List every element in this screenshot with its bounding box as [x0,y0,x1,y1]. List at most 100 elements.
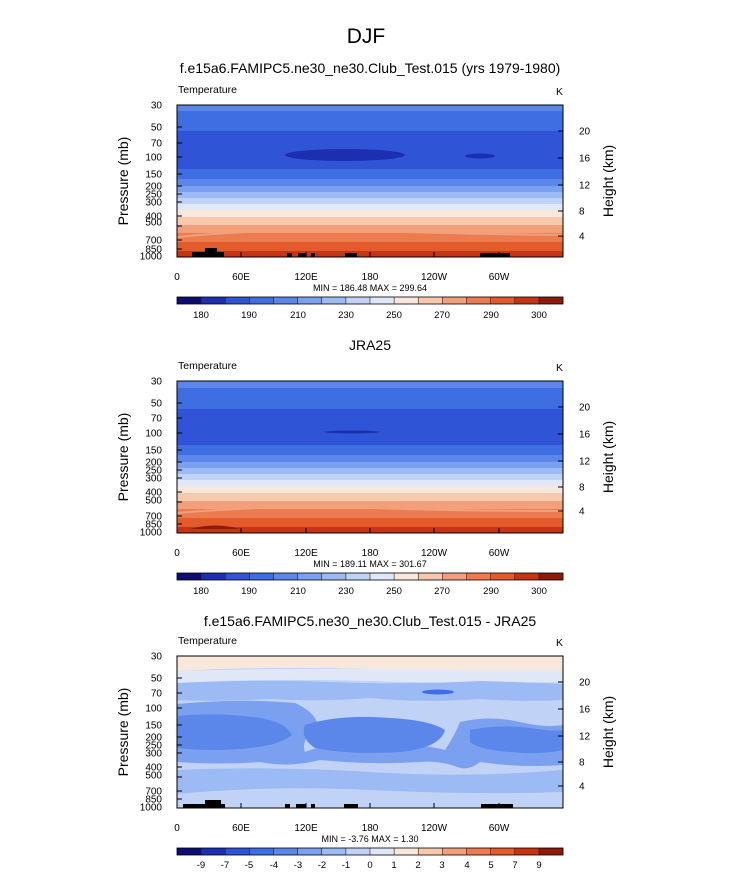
x-tick: 120E [294,823,318,834]
colorbar-swatch [297,573,322,580]
warm-anomaly [177,656,563,671]
x-tick: 180 [362,272,379,283]
p-tick: 30 [151,652,163,663]
x-tick: 180 [362,823,379,834]
p-tick: 300 [145,749,162,760]
p-tick: 500 [145,771,162,782]
band-150mb [177,169,563,179]
colorbar-frame [176,847,564,856]
colorbar-labels: 180 190 210 230 250 270 290 300 [193,310,547,321]
colorbar-label: 300 [531,310,547,321]
y2-axis-label: Height (km) [600,696,616,768]
colorbar-swatch [321,848,347,855]
z-tick-marks [558,681,563,787]
p-tick: 850 [145,795,162,806]
x-tick: 60E [232,272,250,283]
band-300mb [177,192,563,198]
contour-field [177,105,563,257]
colorbar [176,572,564,581]
z-tick: 20 [579,127,591,138]
colorbar-swatch [538,573,564,580]
variable-label: Temperature [178,635,237,647]
colorbar-swatch [225,848,250,855]
topography [287,253,292,257]
x-tick: 180 [362,548,379,559]
z-tick: 12 [579,181,591,192]
colorbar-label: 290 [483,586,499,597]
p-tick: 300 [145,198,162,209]
band-850mb [177,518,563,527]
colorbar-label: 4 [464,860,469,871]
p-tick: 500 [145,496,162,507]
band-350mb [177,198,563,204]
colorbar-label: 1 [391,860,396,871]
colorbar-swatch [177,297,202,304]
y-axis-label: Pressure (mb) [115,413,131,502]
p-tick: 400 [145,488,162,499]
colorbar-label: 3 [439,860,444,871]
y2-axis-label: Height (km) [600,145,616,217]
y-axis-label: Pressure (mb) [115,137,131,226]
topography [285,804,290,808]
colorbar-swatch [442,573,467,580]
colorbar-label: 9 [536,860,541,871]
band-300mb [177,468,563,474]
cold-anomaly [303,716,445,753]
colorbar-swatch [345,573,371,580]
x-tick: 60E [232,548,250,559]
colorbar-swatch [418,848,443,855]
z-tick: 8 [579,483,585,494]
topography [345,253,357,257]
panel-observation: JRA25 Temperature K 30 50 [115,337,616,597]
z-tick: 12 [579,732,591,743]
band-200mb [177,179,563,186]
p-tick: 250 [145,190,162,201]
colorbar-swatch [201,573,226,580]
band-500mb [177,493,563,501]
colorbar-swatch [273,573,298,580]
colorbar-swatch [490,573,515,580]
x-tick: 0 [174,272,180,283]
colorbar-swatch [225,573,250,580]
x-tick: 120W [421,823,448,834]
p-tick: 70 [151,689,163,700]
colorbar-label: 2 [415,860,420,871]
x-axis: 0 60E 120E 180 120W 60W [174,252,510,283]
colorbar-swatch [321,297,347,304]
colorbar-label: 230 [338,586,354,597]
cold-core [422,689,454,695]
colorbar-swatch [418,297,443,304]
left-axis: 30 50 70 100 150 200 250 300 400 500 700… [140,101,182,263]
colorbar-swatch [538,297,564,304]
band-350mb [177,474,563,480]
p-tick: 400 [145,763,162,774]
colorbar-frame [176,296,564,305]
left-axis: 30 50 70 100 150 200 250 300 400 500 700… [140,377,182,539]
colorbar-swatch [466,573,491,580]
colorbar-swatch [538,848,564,855]
p-tick: 400 [145,212,162,223]
colorbar-swatch [273,297,298,304]
colorbar-swatch [249,848,274,855]
p-tick: 70 [151,139,163,150]
p-tick: 100 [145,704,162,715]
p-tick: 700 [145,236,162,247]
x-axis: 0 60E 120E 180 120W 60W [174,803,510,834]
contour-field [177,381,563,533]
x-tick: 120E [294,548,318,559]
x-tick: 120W [421,272,448,283]
panel-model: f.e15a6.FAMIPC5.ne30_ne30.Club_Test.015 … [115,60,616,321]
band-700mb [177,509,563,518]
colorbar-swatch [442,297,467,304]
colorbar-swatch [514,848,540,855]
p-tick: 1000 [140,528,163,539]
p-tick: 850 [145,245,162,256]
z-tick: 20 [579,403,591,414]
p-tick: 850 [145,520,162,531]
topography [311,253,315,257]
colorbar-swatch [249,297,274,304]
variable-label: Temperature [178,360,237,372]
colorbar-swatch [370,573,395,580]
colorbar-label: 5 [488,860,493,871]
